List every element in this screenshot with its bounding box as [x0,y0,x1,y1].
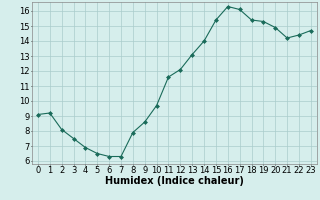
X-axis label: Humidex (Indice chaleur): Humidex (Indice chaleur) [105,176,244,186]
